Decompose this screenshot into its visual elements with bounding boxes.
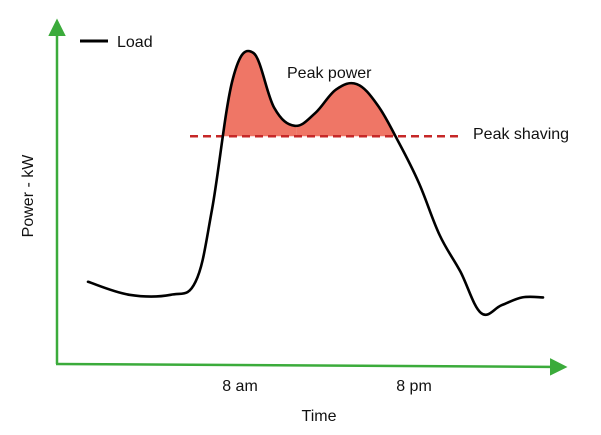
peak-shaving-label: Peak shaving xyxy=(473,126,569,143)
x-axis xyxy=(55,358,568,376)
x-axis-label: Time xyxy=(302,408,337,425)
load-series-line xyxy=(86,49,545,317)
y-axis-label: Power - kW xyxy=(20,154,37,238)
x-tick-label-8am: 8 am xyxy=(222,378,258,395)
legend-label-load: Load xyxy=(117,34,153,51)
peak-power-label: Peak power xyxy=(287,65,372,82)
x-tick-label-8pm: 8 pm xyxy=(396,378,432,395)
